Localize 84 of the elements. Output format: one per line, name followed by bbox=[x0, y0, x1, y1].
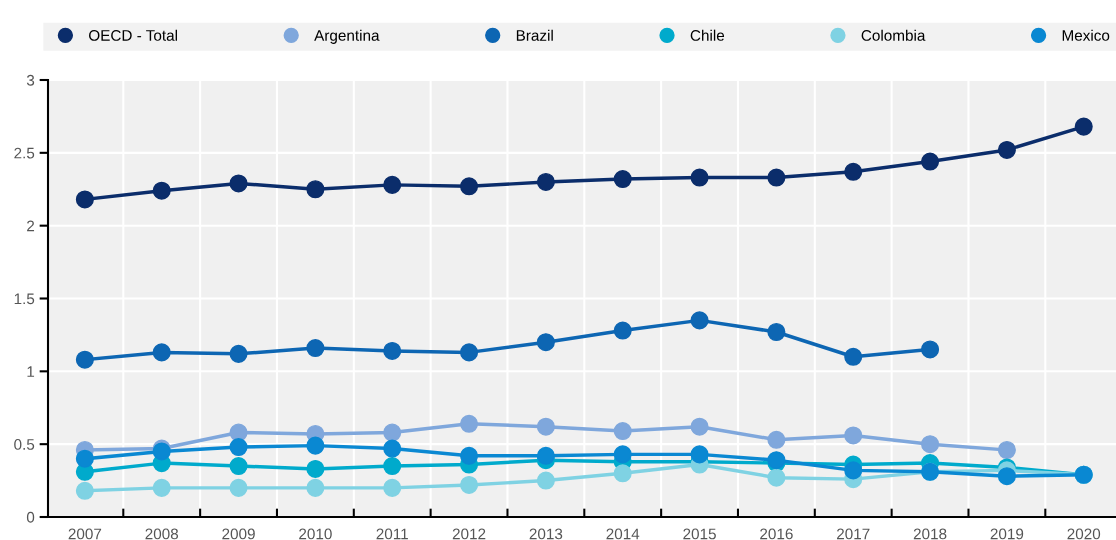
point bbox=[997, 467, 1016, 486]
point bbox=[690, 445, 709, 464]
y-tick-label: 0.5 bbox=[14, 439, 35, 450]
point bbox=[536, 417, 555, 436]
legend-label: Brazil bbox=[516, 29, 553, 41]
point bbox=[75, 190, 94, 209]
point bbox=[383, 423, 402, 442]
point bbox=[229, 344, 248, 363]
point bbox=[921, 340, 940, 359]
x-tick-label: 2012 bbox=[452, 528, 486, 540]
point bbox=[844, 162, 863, 181]
point bbox=[383, 478, 402, 497]
point bbox=[306, 338, 325, 358]
x-tick-label: 2007 bbox=[68, 528, 102, 540]
point bbox=[75, 481, 94, 500]
y-tick-label: 1.5 bbox=[14, 293, 35, 305]
point bbox=[613, 422, 632, 441]
point bbox=[306, 459, 325, 478]
point bbox=[613, 321, 632, 340]
point bbox=[229, 478, 248, 497]
point bbox=[690, 311, 709, 330]
x-tick-label: 2020 bbox=[1067, 528, 1101, 540]
point bbox=[767, 430, 786, 449]
point bbox=[844, 347, 863, 366]
point bbox=[997, 140, 1016, 159]
point bbox=[460, 414, 479, 433]
x-tick-label: 2008 bbox=[145, 528, 179, 540]
y-tick-label: 0 bbox=[26, 511, 35, 523]
point bbox=[229, 456, 248, 476]
point bbox=[306, 436, 325, 455]
point bbox=[997, 440, 1016, 460]
legend-label: OECD - Total bbox=[89, 29, 177, 41]
legend-label: Mexico bbox=[1062, 29, 1110, 41]
legend-label: Chile bbox=[690, 29, 725, 41]
x-tick-label: 2011 bbox=[376, 528, 408, 540]
x-tick-label: 2013 bbox=[529, 528, 563, 540]
x-tick-label: 2009 bbox=[222, 528, 255, 540]
point bbox=[844, 461, 863, 480]
point bbox=[383, 439, 402, 458]
x-tick-label: 2016 bbox=[760, 528, 793, 540]
y-tick-label: 2.5 bbox=[14, 147, 35, 159]
point bbox=[613, 445, 632, 464]
point bbox=[306, 180, 325, 199]
point bbox=[152, 343, 171, 362]
x-tick-label: 2019 bbox=[990, 528, 1024, 540]
point bbox=[613, 464, 632, 483]
point bbox=[536, 172, 555, 191]
point bbox=[229, 174, 248, 193]
y-tick-label: 2 bbox=[27, 220, 35, 232]
point bbox=[152, 181, 171, 200]
x-tick-label: 2015 bbox=[683, 528, 716, 540]
point bbox=[767, 468, 786, 487]
legend-label: Colombia bbox=[861, 29, 926, 41]
point bbox=[229, 438, 248, 457]
point bbox=[536, 471, 555, 490]
point bbox=[690, 168, 709, 187]
point bbox=[536, 333, 555, 352]
point bbox=[690, 417, 709, 436]
point bbox=[460, 475, 479, 494]
point bbox=[613, 170, 632, 189]
point bbox=[306, 478, 325, 497]
point bbox=[921, 152, 940, 171]
legend-label: Argentina bbox=[314, 29, 380, 44]
point bbox=[460, 177, 479, 196]
x-tick-label: 2014 bbox=[606, 528, 640, 540]
x-tick-label: 2010 bbox=[299, 528, 332, 540]
point bbox=[767, 322, 786, 342]
point bbox=[844, 426, 863, 445]
point bbox=[460, 446, 479, 465]
point bbox=[75, 350, 94, 369]
point bbox=[1074, 117, 1093, 136]
x-tick-label: 2018 bbox=[913, 528, 947, 540]
point bbox=[383, 456, 402, 476]
point bbox=[921, 435, 940, 454]
point bbox=[460, 343, 479, 362]
y-tick-label: 3 bbox=[26, 74, 35, 86]
point bbox=[152, 478, 171, 497]
point bbox=[767, 168, 786, 187]
x-tick-label: 2017 bbox=[837, 528, 870, 540]
y-tick-label: 1 bbox=[27, 366, 35, 377]
point bbox=[536, 446, 555, 465]
point bbox=[383, 175, 402, 194]
point bbox=[383, 341, 402, 360]
point bbox=[75, 449, 94, 468]
